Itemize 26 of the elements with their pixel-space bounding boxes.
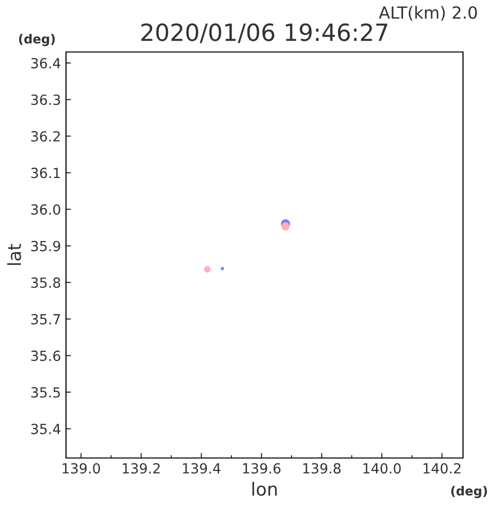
y-tick-label: 36.2 — [31, 131, 60, 142]
point — [204, 266, 211, 273]
point — [282, 222, 290, 231]
y-tick-label: 36.1 — [31, 168, 60, 178]
y-tick-label: 35.9 — [31, 240, 60, 252]
x-axis-title: lon — [252, 482, 277, 496]
x-tick-label: 139.8 — [303, 463, 341, 474]
x-tick-label: 139.4 — [182, 463, 220, 474]
x-tick-label: 139.6 — [243, 463, 280, 474]
y-tick-label: 35.4 — [31, 424, 60, 434]
y-tick-label: 35.6 — [31, 350, 60, 362]
y-tick-label: 35.8 — [31, 277, 60, 288]
text: (deg) — [19, 34, 55, 46]
y-tick-label: 36.3 — [31, 94, 60, 106]
y-tick-label: 36.4 — [31, 58, 60, 68]
x-tick-label: 140.0 — [363, 463, 401, 474]
y-tick-label: 35.7 — [31, 314, 60, 324]
text: ALT(km) 2.0 — [378, 6, 477, 21]
text: (deg) — [451, 486, 487, 498]
chart-title: 2020/01/06 19:46:27 — [141, 23, 388, 44]
x-tick-label: 139.2 — [122, 463, 160, 474]
y-tick-label: 35.5 — [31, 387, 60, 398]
y-axis-title: lat — [7, 244, 22, 265]
x-tick-label: 140.2 — [424, 463, 460, 474]
y-tick-label: 36.0 — [31, 204, 60, 215]
x-tick-label: 139.0 — [62, 463, 100, 474]
